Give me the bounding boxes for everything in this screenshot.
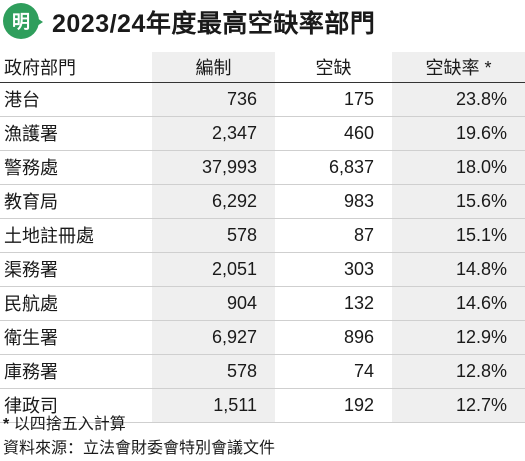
title-bar: 明 2023/24年度最高空缺率部門 bbox=[0, 0, 525, 46]
table-row: 港台 736 175 23.8% bbox=[0, 82, 525, 117]
cell-vacancy-rate: 15.6% bbox=[392, 184, 525, 219]
cell-department: 渠務署 bbox=[0, 252, 152, 287]
table-row: 庫務署 578 74 12.8% bbox=[0, 354, 525, 389]
footnote: * 以四捨五入計算 bbox=[3, 410, 126, 434]
cell-vacancy-rate: 14.8% bbox=[392, 252, 525, 287]
cell-vacancy-rate: 14.6% bbox=[392, 286, 525, 321]
cell-vacancies: 6,837 bbox=[275, 150, 392, 185]
cell-vacancies: 896 bbox=[275, 320, 392, 355]
header-vacancies: 空缺 bbox=[275, 52, 392, 83]
cell-establishment: 1,511 bbox=[152, 388, 275, 423]
table-row: 教育局 6,292 983 15.6% bbox=[0, 184, 525, 219]
cell-establishment: 904 bbox=[152, 286, 275, 321]
cell-vacancy-rate: 19.6% bbox=[392, 116, 525, 151]
newspaper-logo: 明 bbox=[3, 3, 39, 39]
table-header-row: 政府部門 編制 空缺 空缺率 * bbox=[0, 52, 525, 83]
cell-vacancy-rate: 12.8% bbox=[392, 354, 525, 389]
table-row: 渠務署 2,051 303 14.8% bbox=[0, 252, 525, 287]
cell-department: 庫務署 bbox=[0, 354, 152, 389]
cell-department: 港台 bbox=[0, 82, 152, 117]
cell-vacancy-rate: 18.0% bbox=[392, 150, 525, 185]
table-row: 土地註冊處 578 87 15.1% bbox=[0, 218, 525, 253]
table-row: 民航處 904 132 14.6% bbox=[0, 286, 525, 321]
cell-vacancies: 175 bbox=[275, 82, 392, 117]
cell-vacancies: 983 bbox=[275, 184, 392, 219]
cell-establishment: 6,927 bbox=[152, 320, 275, 355]
cell-department: 民航處 bbox=[0, 286, 152, 321]
table-row: 漁護署 2,347 460 19.6% bbox=[0, 116, 525, 151]
cell-vacancy-rate: 12.7% bbox=[392, 388, 525, 423]
cell-establishment: 2,051 bbox=[152, 252, 275, 287]
cell-vacancy-rate: 23.8% bbox=[392, 82, 525, 117]
cell-establishment: 578 bbox=[152, 218, 275, 253]
source-note: 資料來源：立法會財委會特別會議文件 bbox=[3, 440, 276, 457]
footnote-text: 以四捨五入計算 bbox=[13, 416, 126, 433]
cell-establishment: 736 bbox=[152, 82, 275, 117]
header-vacancy-rate: 空缺率 * bbox=[392, 52, 525, 83]
header-department: 政府部門 bbox=[0, 52, 152, 83]
cell-department: 漁護署 bbox=[0, 116, 152, 151]
cell-department: 律政司 bbox=[0, 388, 152, 423]
footnote-star: * bbox=[3, 416, 10, 433]
table-row: 律政司 1,511 192 12.7% bbox=[0, 388, 525, 423]
vacancy-table: 政府部門 編制 空缺 空缺率 * 港台 736 175 23.8% 漁護署 2,347 46… bbox=[0, 52, 525, 423]
logo-tail-icon bbox=[34, 16, 43, 28]
cell-establishment: 2,347 bbox=[152, 116, 275, 151]
table-row: 衛生署 6,927 896 12.9% bbox=[0, 320, 525, 355]
cell-vacancies: 132 bbox=[275, 286, 392, 321]
cell-department: 衛生署 bbox=[0, 320, 152, 355]
table-body: 港台 736 175 23.8% 漁護署 2,347 460 19.6% 警務處 37,993 6,… bbox=[0, 82, 525, 423]
header-establishment: 編制 bbox=[152, 52, 275, 83]
cell-vacancies: 87 bbox=[275, 218, 392, 253]
table-row: 警務處 37,993 6,837 18.0% bbox=[0, 150, 525, 185]
logo-text: 明 bbox=[12, 12, 30, 32]
cell-vacancies: 460 bbox=[275, 116, 392, 151]
cell-establishment: 37,993 bbox=[152, 150, 275, 185]
cell-vacancies: 74 bbox=[275, 354, 392, 389]
cell-vacancy-rate: 15.1% bbox=[392, 218, 525, 253]
cell-establishment: 578 bbox=[152, 354, 275, 389]
cell-vacancies: 303 bbox=[275, 252, 392, 287]
cell-department: 教育局 bbox=[0, 184, 152, 219]
cell-vacancies: 192 bbox=[275, 388, 392, 423]
cell-department: 土地註冊處 bbox=[0, 218, 152, 253]
cell-establishment: 6,292 bbox=[152, 184, 275, 219]
page-title: 2023/24年度最高空缺率部門 bbox=[52, 10, 376, 38]
cell-vacancy-rate: 12.9% bbox=[392, 320, 525, 355]
cell-department: 警務處 bbox=[0, 150, 152, 185]
